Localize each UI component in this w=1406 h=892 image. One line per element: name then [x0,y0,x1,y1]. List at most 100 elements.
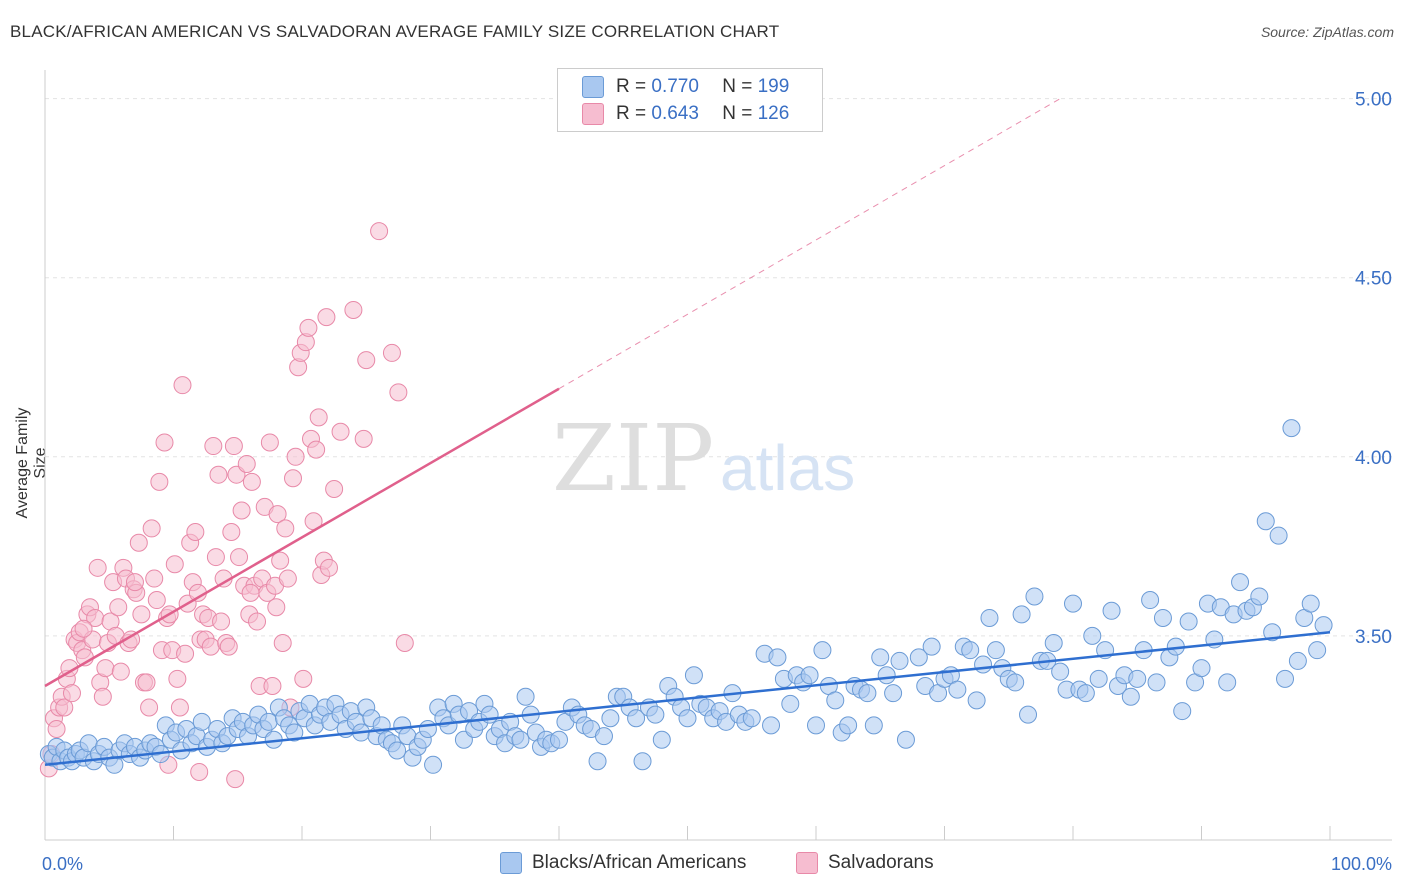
legend-n-value-2: 126 [757,103,790,125]
black-african-american-point [800,666,819,685]
black-african-american-point [1019,705,1038,724]
salvadoran-point [147,591,166,610]
salvadoran-point [224,437,243,456]
black-african-american-point [967,691,986,710]
black-african-american-point [285,723,304,742]
black-african-american-point [839,716,858,735]
salvadoran-point [111,662,130,681]
salvadoran-point [395,634,414,653]
black-african-american-point [1025,587,1044,606]
black-african-american-point [511,730,530,749]
salvadoran-point [232,501,251,520]
black-african-american-point [1147,673,1166,692]
black-african-american-point [1128,669,1147,688]
black-african-american-point [1314,616,1333,635]
legend-row-salvadorans: R = 0.643 N = 126 [582,103,789,125]
salvadoran-point [226,770,245,789]
black-african-american-point [974,655,993,674]
black-african-american-point [1308,641,1327,660]
salvadoran-point [170,698,189,717]
x-tick-label: 100.0% [1331,854,1392,874]
black-african-american-point [871,648,890,667]
salvadoran-point [55,698,74,717]
salvadoran-point [263,677,282,695]
legend-row-blacks: R = 0.770 N = 199 [582,76,789,98]
salvadoran-point [260,433,279,452]
blue-legend-swatch [500,852,522,874]
salvadoran-trend-extension [558,98,1061,390]
bottom-legend-salvadorans: Salvadorans [796,852,934,874]
pink-legend-label: Salvadorans [828,852,934,874]
salvadoran-point [204,437,223,456]
black-african-american-point [1250,587,1269,606]
salvadoran-point [370,222,389,241]
black-african-american-point [781,694,800,713]
salvadoran-point [201,637,220,656]
watermark-zip: ZIP [552,405,714,512]
salvadoran-point [145,569,164,588]
legend-n-label-2: N = [722,103,753,125]
black-african-american-point [1179,612,1198,631]
salvadoran-point [142,519,161,538]
salvadoran-point [74,619,93,638]
salvadoran-point [176,644,195,663]
salvadoran-point [389,383,408,402]
salvadoran-point [237,454,256,473]
salvadoran-point [230,548,249,567]
salvadoran-point [93,687,112,706]
black-african-american-point [1263,623,1282,642]
black-african-american-point [588,752,607,771]
black-african-american-point [1012,605,1031,624]
black-african-american-point [1276,669,1295,688]
black-african-american-point [768,648,787,667]
black-african-american-point [1141,591,1160,610]
black-african-american-point [601,709,620,728]
salvadoran-point [331,422,350,441]
salvadoran-point [271,551,290,570]
y-tick-label: 5.00 [1355,90,1392,111]
black-african-american-point [961,641,980,660]
pink-swatch [582,103,604,125]
legend-r-value-1: 0.770 [651,76,699,98]
black-african-american-point [884,684,903,703]
salvadoran-point [242,472,261,491]
black-african-american-point [1121,687,1140,706]
salvadoran-point [325,480,344,499]
legend-n-label-1: N = [722,76,753,98]
black-african-american-point [1192,659,1211,678]
x-tick-label: 0.0% [42,854,83,874]
salvadoran-point [47,719,66,738]
black-african-american-point [1301,594,1320,613]
salvadoran-point [276,519,295,538]
black-african-american-point [1256,512,1275,531]
salvadoran-point [190,762,209,781]
black-african-american-point [1076,684,1095,703]
legend-r-value-2: 0.643 [651,103,699,125]
black-african-american-point [807,716,825,735]
legend-r-label-1: R = [616,76,647,98]
black-african-american-point [1006,673,1025,692]
salvadoran-point [317,308,336,327]
salvadoran-point [96,659,115,678]
salvadoran-point [319,558,338,577]
black-african-american-point [948,680,967,699]
chart-source: Source: ZipAtlas.com [1260,24,1394,40]
salvadoran-point [278,569,297,588]
black-african-american-point [858,684,877,703]
black-african-american-point [922,637,941,656]
black-african-american-point [890,651,909,670]
salvadoran-trend-line [44,387,560,688]
black-african-american-point [1269,526,1288,545]
salvadoran-point [186,523,205,541]
blue-legend-label: Blacks/African Americans [532,852,747,874]
black-african-american-point [627,709,646,728]
salvadoran-point [88,558,107,577]
y-tick-label: 4.00 [1355,448,1392,469]
salvadoran-point [248,612,267,631]
salvadoran-point [219,637,238,656]
black-african-american-point [1218,673,1237,692]
salvadoran-point [62,684,81,703]
black-african-american-point [388,741,407,760]
black-african-american-point [678,709,697,728]
